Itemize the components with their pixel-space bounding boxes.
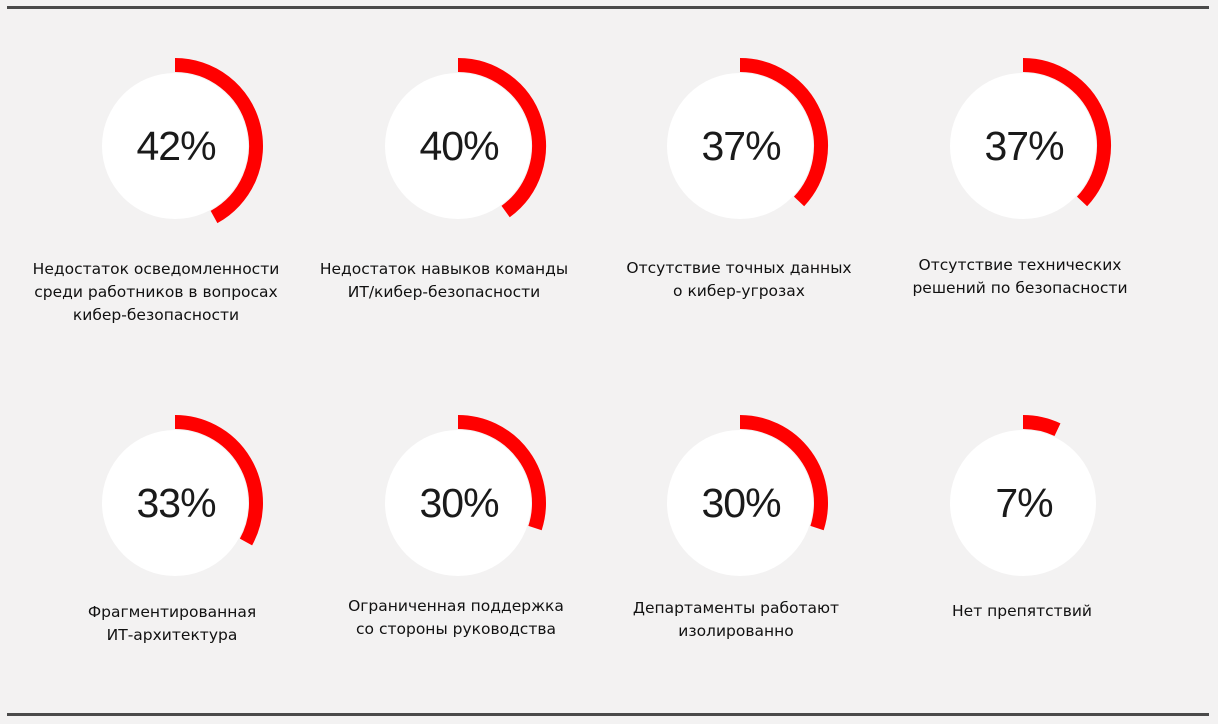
gauge-1-chart xyxy=(102,58,263,224)
gauge-6-caption: Ограниченная поддержка со стороны руково… xyxy=(316,595,596,641)
gauge-5-caption-line: ИТ-архитектура xyxy=(106,626,238,644)
gauge-2: 40% xyxy=(384,56,564,236)
gauge-3-progress-arc xyxy=(739,58,828,207)
gauge-2-disc xyxy=(385,73,531,219)
gauge-8: 7% xyxy=(949,413,1129,593)
gauge-8-caption-line: Нет препятствий xyxy=(952,602,1092,620)
gauge-4-chart xyxy=(950,58,1111,219)
gauge-7-caption: Департаменты работают изолированно xyxy=(596,597,876,643)
gauge-4: 37% xyxy=(949,56,1129,236)
gauge-8-caption: Нет препятствий xyxy=(882,600,1162,623)
gauge-1-progress-arc xyxy=(174,58,263,224)
gauge-5-value: 33% xyxy=(136,480,216,526)
gauge-4-caption-line: решений по безопасности xyxy=(912,279,1128,297)
gauge-5: 33% xyxy=(101,413,281,593)
gauge-7-caption-line: изолированно xyxy=(678,622,794,640)
bottom-divider xyxy=(7,713,1209,716)
gauge-6-caption-line: со стороны руководства xyxy=(356,620,556,638)
gauge-5-caption-line: Фрагментированная xyxy=(87,603,257,621)
gauge-4-caption: Отсутствие технических решений по безопа… xyxy=(880,254,1160,300)
gauge-8-value: 7% xyxy=(995,480,1053,526)
gauge-3-caption-line: Отсутствие точных данных xyxy=(626,259,852,277)
gauge-3-caption-line: о кибер-угрозах xyxy=(673,282,805,300)
gauge-7-value: 30% xyxy=(701,480,781,526)
gauge-3-value: 37% xyxy=(701,123,781,169)
gauge-6-chart xyxy=(385,415,546,576)
gauge-1-disc xyxy=(102,73,248,219)
gauge-1-caption-line: Недостаток осведомленности xyxy=(32,260,280,278)
gauge-5-chart xyxy=(102,415,263,576)
gauge-2-caption-line: ИТ/кибер-безопасности xyxy=(347,283,541,301)
gauge-2-caption-line: Недостаток навыков команды xyxy=(319,260,569,278)
gauge-1-caption: Недостаток осведомленности среди работни… xyxy=(16,258,296,327)
gauge-4-value: 37% xyxy=(984,123,1064,169)
gauge-6-caption-line: Ограниченная поддержка xyxy=(348,597,564,615)
gauge-4-progress-arc xyxy=(1022,58,1111,207)
gauge-2-chart xyxy=(385,58,546,219)
gauge-6-progress-arc xyxy=(457,415,546,531)
gauge-1: 42% xyxy=(101,56,281,236)
gauge-3-caption: Отсутствие точных данных о кибер-угрозах xyxy=(599,257,879,303)
gauge-1-value: 42% xyxy=(136,123,216,169)
gauge-3: 37% xyxy=(666,56,846,236)
gauge-2-value: 40% xyxy=(419,123,499,169)
gauge-8-disc xyxy=(950,430,1096,576)
gauge-5-progress-arc xyxy=(174,415,263,546)
gauge-7-caption-line: Департаменты работают xyxy=(632,599,840,617)
gauge-8-chart xyxy=(950,415,1096,576)
gauge-4-disc xyxy=(950,73,1096,219)
gauge-6-disc xyxy=(385,430,531,576)
gauge-6-value: 30% xyxy=(419,480,499,526)
gauge-8-progress-arc xyxy=(1022,415,1061,437)
gauge-1-caption-line: среди работников в вопросах xyxy=(34,283,278,301)
gauge-7: 30% xyxy=(666,413,846,593)
gauge-5-disc xyxy=(102,430,248,576)
gauge-3-disc xyxy=(667,73,813,219)
gauge-2-caption: Недостаток навыков команды ИТ/кибер-безо… xyxy=(304,258,584,304)
gauge-3-chart xyxy=(667,58,828,219)
gauge-5-caption: Фрагментированная ИТ-архитектура xyxy=(32,601,312,647)
gauge-6: 30% xyxy=(384,413,564,593)
gauge-4-caption-line: Отсутствие технических xyxy=(918,256,1122,274)
gauge-1-caption-line: кибер-безопасности xyxy=(72,306,240,324)
top-divider xyxy=(7,6,1209,9)
gauge-2-progress-arc xyxy=(457,58,546,218)
gauge-7-progress-arc xyxy=(739,415,828,531)
gauge-7-chart xyxy=(667,415,828,576)
gauge-7-disc xyxy=(667,430,813,576)
